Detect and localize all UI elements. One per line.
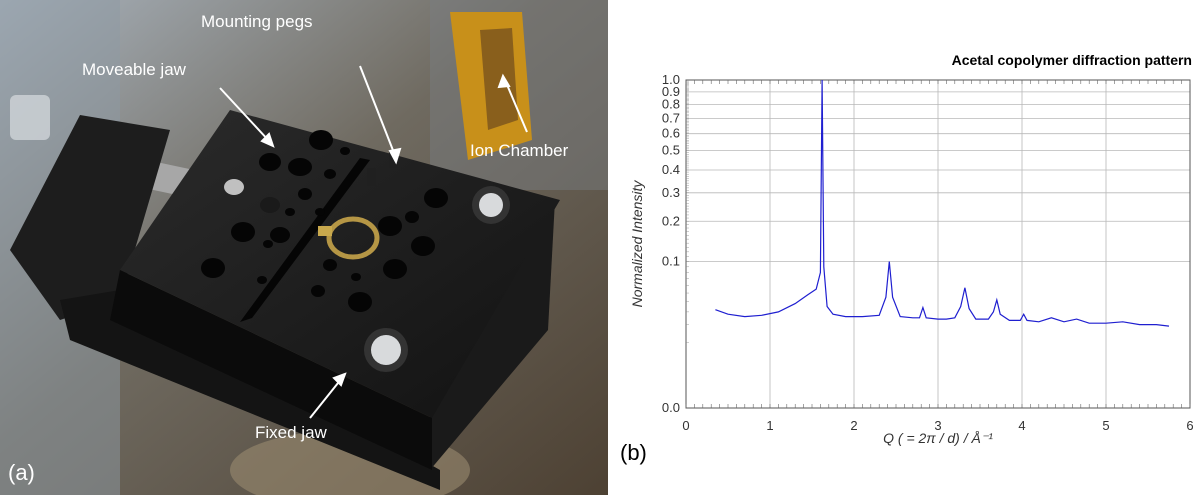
label-mounting-pegs: Mounting pegs [201, 12, 313, 31]
series-line [715, 79, 1170, 327]
y-axis-label: Normalized Intensity [629, 180, 645, 308]
y-tick-label: 0.3 [662, 185, 680, 200]
y-tick-label: 0.9 [662, 84, 680, 99]
chart-title: Acetal copolymer diffraction pattern [952, 52, 1192, 68]
chart-panel: Acetal copolymer diffraction pattern 0 1 2… [608, 0, 1198, 495]
x-tick-label: 0 [682, 418, 689, 433]
panel-b-label: (b) [620, 440, 647, 465]
sample-ring [326, 216, 380, 260]
jaw-holes [201, 130, 448, 312]
label-moveable-jaw: Moveable jaw [82, 60, 187, 79]
x-axis: 0 1 2 3 4 5 6 [682, 80, 1194, 433]
diffraction-chart: Acetal copolymer diffraction pattern 0 1 2… [629, 52, 1194, 446]
grid [685, 79, 1191, 409]
x-tick-label: 1 [766, 418, 773, 433]
x-tick-label: 4 [1018, 418, 1025, 433]
jaw-gap [240, 158, 370, 322]
panel-a-label: (a) [8, 460, 35, 485]
screw-heads [224, 179, 510, 372]
y-tick-label: 0.2 [662, 213, 680, 228]
y-tick-label: 0.8 [662, 97, 680, 112]
label-fixed-jaw: Fixed jaw [255, 423, 328, 442]
y-tick-label: 0.7 [662, 110, 680, 125]
sample-holder-photo: Mounting pegs Moveable jaw Ion Chamber F… [0, 0, 608, 495]
annotation-arrows [219, 65, 528, 419]
x-axis-label: Q ( = 2π / d) / Å⁻¹ [883, 430, 993, 446]
x-tick-label: 3 [934, 418, 941, 433]
y-axis: 0.0 0.1 0.2 0.3 0.4 0.5 0.60.70.80.91.0 [662, 72, 689, 415]
label-ion-chamber: Ion Chamber [470, 141, 569, 160]
y-tick-label: 0.0 [662, 400, 680, 415]
y-tick-label: 0.6 [662, 126, 680, 141]
x-tick-label: 2 [850, 418, 857, 433]
y-tick-label: 0.4 [662, 162, 680, 177]
y-tick-label: 0.1 [662, 253, 680, 268]
photo-panel: Mounting pegs Moveable jaw Ion Chamber F… [0, 0, 608, 495]
x-tick-label: 5 [1102, 418, 1109, 433]
y-tick-label: 0.5 [662, 143, 680, 158]
y-tick-label: 1.0 [662, 72, 680, 87]
x-tick-label: 6 [1186, 418, 1193, 433]
